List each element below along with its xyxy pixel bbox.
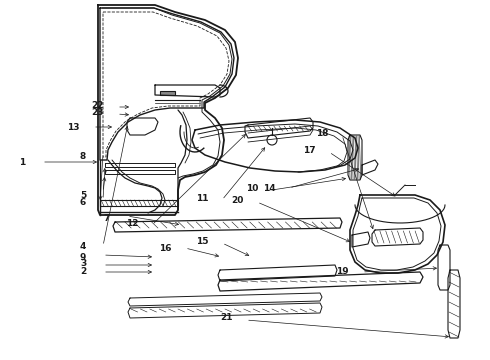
Text: 23: 23 bbox=[91, 108, 103, 117]
Text: 6: 6 bbox=[80, 198, 86, 207]
Text: 22: 22 bbox=[91, 100, 103, 109]
Text: 11: 11 bbox=[196, 194, 208, 202]
Text: 8: 8 bbox=[80, 152, 86, 161]
Text: 4: 4 bbox=[80, 242, 86, 251]
Text: 7: 7 bbox=[104, 213, 110, 222]
Text: 15: 15 bbox=[196, 237, 208, 246]
Text: 12: 12 bbox=[126, 219, 138, 228]
Text: 9: 9 bbox=[80, 252, 86, 261]
Text: 17: 17 bbox=[303, 145, 315, 154]
Text: 14: 14 bbox=[263, 184, 275, 193]
Text: 5: 5 bbox=[80, 190, 86, 199]
Text: 20: 20 bbox=[231, 195, 243, 204]
Text: 2: 2 bbox=[80, 267, 86, 276]
Text: 1: 1 bbox=[19, 158, 25, 166]
Text: 13: 13 bbox=[67, 122, 79, 131]
Text: 21: 21 bbox=[220, 314, 232, 323]
Text: 19: 19 bbox=[336, 267, 348, 276]
Text: 18: 18 bbox=[316, 129, 328, 138]
Text: 3: 3 bbox=[80, 258, 86, 267]
Polygon shape bbox=[160, 91, 175, 95]
Text: 16: 16 bbox=[159, 243, 171, 252]
Text: 10: 10 bbox=[246, 184, 258, 193]
